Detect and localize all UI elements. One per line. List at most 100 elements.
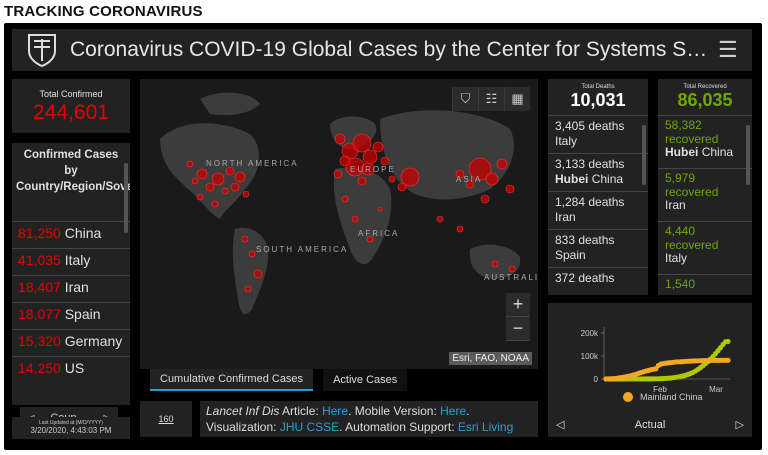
qr-code-icon[interactable]: ▦ (504, 87, 530, 111)
last-updated-panel: Last Updated at (M/D/YYYY) 3/20/2020, 4:… (12, 417, 130, 439)
list-item-name: US (64, 360, 85, 376)
list-item[interactable]: 372 deaths (548, 267, 648, 295)
list-item-name: Spain (64, 306, 101, 322)
tab-active-cases[interactable]: Active Cases (323, 369, 408, 391)
total-deaths-panel: Total Deaths 10,031 3,405 deaths Italy 3… (548, 79, 648, 295)
map-attribution: Esri, FAO, NOAA (449, 352, 532, 365)
confirmed-by-country-list: Confirmed Cases by Country/Region/Sovere… (12, 143, 130, 405)
esri-living-link[interactable]: Esri Living (457, 420, 514, 434)
zoom-in-button[interactable]: + (506, 293, 530, 317)
recovered-scrollbar[interactable] (746, 125, 750, 185)
list-item-name: Germany (64, 333, 123, 349)
x-tick-label: Mar (709, 385, 723, 394)
country-count: 160 (140, 401, 192, 437)
list-item[interactable]: 15,320 Germany (12, 329, 130, 356)
dashboard-header: Coronavirus COVID-19 Global Cases by the… (12, 29, 752, 71)
total-recovered-label: Total Recovered (683, 84, 727, 90)
data-point (725, 357, 731, 363)
university-shield-icon (24, 32, 60, 68)
last-updated-label: Last Updated at (M/D/YYYY) (39, 420, 103, 426)
list-icon[interactable]: ☷ (478, 87, 504, 111)
data-point (725, 338, 731, 345)
page-heading: TRACKING CORONAVIRUS (4, 3, 203, 20)
x-tick-label: Feb (653, 385, 667, 394)
info-text: Visualization: (206, 420, 280, 434)
list-item-count: 18,407 (18, 279, 61, 295)
death-count: 833 deaths (555, 233, 615, 247)
dashboard-title: Coronavirus COVID-19 Global Cases by the… (70, 38, 708, 61)
info-panel: Lancet Inf Dis Article: Here. Mobile Ver… (200, 401, 538, 437)
map-label-south-america: SOUTH AMERICA (256, 245, 349, 254)
cases-chart[interactable]: 200k 100k 0 Feb Mar Mainland China (548, 303, 752, 403)
recovered-count: 5,979 (665, 171, 696, 185)
list-item-name: Italy (64, 252, 91, 268)
map-label-asia: ASIA (456, 175, 483, 184)
list-item[interactable]: 833 deaths Spain (548, 229, 648, 267)
jhu-csse-link[interactable]: JHU CSSE (279, 420, 340, 434)
map-canvas[interactable] (140, 79, 538, 369)
recovered-count: 1,540 (665, 277, 696, 291)
death-country: Italy (555, 134, 578, 148)
list-item[interactable]: 18,077 Spain (12, 302, 130, 329)
recovered-word: recovered (665, 237, 719, 252)
list-item[interactable]: 3,133 deaths Hubei China (548, 153, 648, 191)
map-label-africa: AFRICA (358, 229, 400, 238)
map-tabs: Cumulative Confirmed Cases Active Cases (150, 369, 408, 391)
mobile-version-link[interactable]: Here (440, 404, 467, 418)
chevron-right-icon[interactable]: ▷ (735, 419, 744, 431)
list-item[interactable]: 41,035 Italy (12, 248, 130, 275)
bookmark-icon[interactable]: ⛉ (452, 87, 478, 111)
legend-label: Mainland China (640, 392, 703, 402)
chevron-left-icon[interactable]: ◁ (556, 419, 565, 431)
list-item[interactable]: 1,284 deaths Iran (548, 191, 648, 229)
death-count: 1,284 deaths (555, 195, 625, 209)
total-recovered-value: 86,035 (677, 90, 733, 110)
recovered-country: Italy (665, 251, 688, 265)
hamburger-menu-icon[interactable]: ☰ (718, 37, 738, 62)
y-tick-label: 0 (594, 375, 599, 384)
lancet-article-link[interactable]: Here (322, 404, 349, 418)
total-confirmed-label: Total Confirmed (39, 89, 103, 99)
tab-cumulative-confirmed[interactable]: Cumulative Confirmed Cases (150, 369, 314, 391)
zoom-out-button[interactable]: − (506, 317, 530, 341)
legend-marker (623, 392, 633, 402)
info-text: Lancet Inf Dis (206, 404, 280, 418)
total-deaths-label: Total Deaths (581, 84, 615, 90)
deaths-scrollbar[interactable] (642, 125, 646, 185)
list-item[interactable]: 18,407 Iran (12, 275, 130, 302)
total-confirmed-panel: Total Confirmed 244,601 (12, 79, 130, 133)
list-scrollbar[interactable] (124, 163, 128, 233)
list-item[interactable]: 58,382 recovered Hubei China (658, 115, 752, 168)
death-place: Hubei (555, 172, 589, 186)
map-label-north-america: NORTH AMERICA (206, 159, 299, 168)
zoom-controls: + − (506, 293, 530, 341)
list-item[interactable]: 14,250 US (12, 356, 130, 383)
recovered-word: recovered (665, 184, 719, 199)
chart-mode-label: Actual (634, 418, 666, 431)
recovered-count: 58,382 (665, 118, 702, 132)
recovered-country: Iran (665, 198, 686, 212)
list-item-count: 15,320 (18, 333, 61, 349)
list-item-count: 41,035 (18, 252, 61, 268)
death-count: 3,405 deaths (555, 119, 625, 133)
last-updated-value: 3/20/2020, 4:43:03 PM (30, 426, 112, 435)
recovered-country: China (701, 145, 734, 159)
list-item[interactable]: 5,979 recovered Iran (658, 168, 752, 221)
confirmed-list-title: Confirmed Cases by Country/Region/Sovere… (16, 149, 130, 193)
cases-chart-panel: 200k 100k 0 Feb Mar Mainland China ◁ Actual ▷ (548, 303, 752, 437)
death-count: 372 deaths (555, 271, 615, 285)
info-text: . Mobile Version: (348, 404, 441, 418)
total-deaths-value: 10,031 (570, 90, 626, 110)
world-map[interactable]: NORTH AMERICA EUROPE ASIA AFRICA SOUTH A… (140, 79, 538, 369)
list-item[interactable]: 3,405 deaths Italy (548, 115, 648, 153)
total-confirmed-value: 244,601 (33, 101, 109, 124)
total-recovered-panel: Total Recovered 86,035 58,382 recovered Hu… (658, 79, 752, 295)
map-label-australia: AUSTRALIA (484, 273, 538, 282)
list-item[interactable]: 4,440 recovered Italy (658, 221, 752, 274)
map-label-europe: EUROPE (350, 165, 396, 174)
list-item-count: 14,250 (18, 360, 61, 376)
death-country: Iran (555, 210, 576, 224)
list-item[interactable]: 81,250 China (12, 221, 130, 248)
info-text: . (466, 404, 470, 418)
list-item[interactable]: 1,540 (658, 274, 752, 295)
